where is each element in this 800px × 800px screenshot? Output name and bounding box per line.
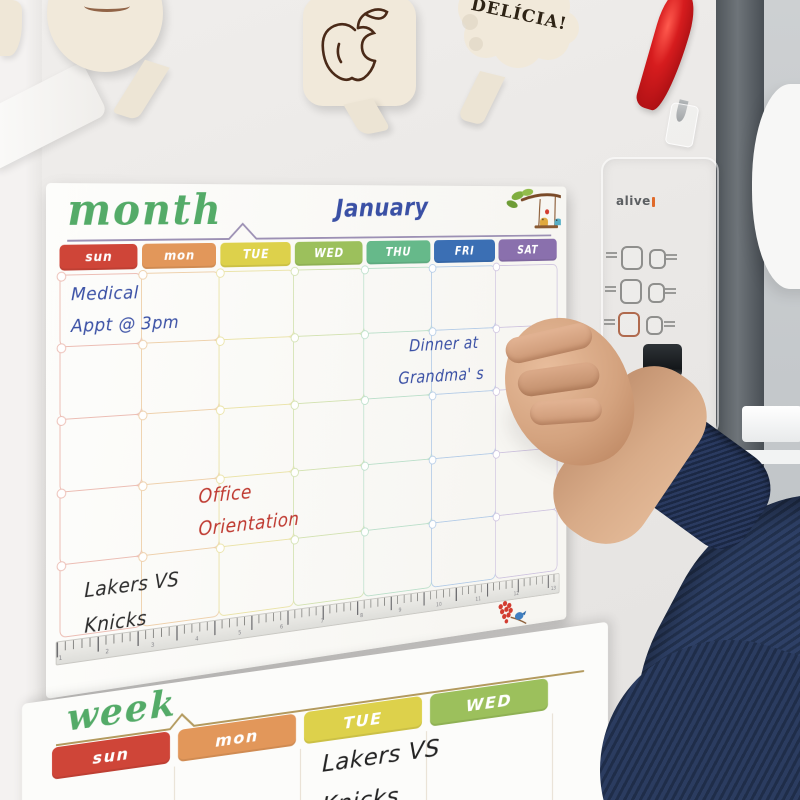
month-grid-cell <box>363 522 432 597</box>
clear-pen-holder <box>664 101 700 149</box>
title-underline-decoration <box>56 670 584 747</box>
panel-button <box>648 283 665 303</box>
entry-medical-line1: Medical <box>71 282 139 306</box>
ruler-number: 2 <box>105 648 110 656</box>
day-header-thu: THU <box>366 240 431 265</box>
entry-dinner-line1: Dinner at <box>409 333 479 356</box>
month-grid-cell <box>292 529 365 607</box>
day-header-tue: TUE <box>220 241 292 268</box>
month-grid-cell <box>218 269 294 341</box>
month-grid-cell <box>495 508 558 579</box>
ruler-number: 10 <box>436 601 442 609</box>
week-column-line <box>300 748 301 800</box>
panel-label-marks <box>606 252 617 254</box>
month-grid-cell <box>430 515 496 588</box>
apple-doodle-icon <box>321 8 389 82</box>
magnet-doodle <box>84 0 130 12</box>
panel-label-marks <box>605 286 616 288</box>
month-grid-cell <box>59 343 142 421</box>
month-grid-cell <box>141 339 220 415</box>
month-grid-cell <box>218 403 294 479</box>
month-grid-cell <box>292 333 365 405</box>
written-month-name: January <box>335 193 429 224</box>
month-grid-cell <box>363 266 432 335</box>
panel-label-marks <box>665 288 676 290</box>
ruler-number: 5 <box>238 629 242 637</box>
week-entry-game-line2: Knicks <box>322 783 399 800</box>
delicia-magnet <box>452 0 580 88</box>
cloud-bubble-shape <box>458 0 579 68</box>
month-grid-cell <box>218 336 294 410</box>
panel-label-marks <box>664 321 675 323</box>
ruler-number: 3 <box>150 641 155 649</box>
ruler-number: 4 <box>195 635 199 643</box>
ruler-number: 9 <box>398 606 402 614</box>
fridge-shelf <box>742 406 800 442</box>
ruler-number: 8 <box>360 612 364 620</box>
week-planner-sheet: week sun mon TUE WED Lakers VS Knicks <box>22 621 608 800</box>
month-grid-cell <box>430 452 496 524</box>
panel-label-marks <box>666 254 677 256</box>
month-grid-cell <box>363 394 432 466</box>
panel-button <box>646 316 663 335</box>
day-header-sun: sun <box>59 243 138 271</box>
ruler-number: 6 <box>279 623 284 631</box>
month-grid-cell <box>59 413 142 493</box>
partial-magnet <box>0 0 22 56</box>
apple-magnet <box>303 0 416 106</box>
berry-bird-decoration <box>498 600 531 632</box>
week-column-line <box>174 766 175 800</box>
week-column-line <box>552 713 553 800</box>
panel-button <box>621 246 643 270</box>
fridge-brand-label: alive <box>616 194 651 208</box>
ruler-number: 1 <box>58 654 63 663</box>
ruler-number: 11 <box>475 595 481 603</box>
ruler-number: 7 <box>320 617 324 625</box>
month-grid-cell <box>141 408 220 486</box>
entry-office-line1: Office <box>198 480 252 508</box>
month-grid-cell <box>292 464 365 539</box>
bird-branch-decoration <box>505 188 561 238</box>
ruler-number: 12 <box>513 590 519 598</box>
pinky-finger <box>529 397 603 426</box>
week-entry-game-line1: Lakers VS <box>322 735 440 778</box>
day-header-mon: mon <box>142 242 217 270</box>
brand-accent-mark <box>652 197 655 207</box>
month-grid-cell <box>363 458 432 531</box>
panel-button <box>620 279 642 304</box>
month-grid-cell <box>59 484 142 566</box>
red-marker-pen <box>633 0 701 115</box>
entry-medical-line2: Appt @ 3pm <box>71 312 180 337</box>
ruler-number: 13 <box>550 585 557 592</box>
panel-button <box>618 312 640 337</box>
panel-label-marks <box>604 319 615 321</box>
day-header-sat: SAT <box>498 238 557 262</box>
month-grid-cell <box>292 398 365 472</box>
month-grid-cell <box>430 264 496 332</box>
month-grid-cell <box>218 537 294 617</box>
month-grid-cell <box>430 389 496 460</box>
day-header-wed: WED <box>295 241 363 266</box>
day-header-fri: FRI <box>433 239 495 264</box>
panel-button <box>649 249 666 269</box>
month-planner-sheet: month January sun mon TUE WED THU FRI SA… <box>46 183 567 699</box>
month-grid-cell <box>292 267 365 338</box>
